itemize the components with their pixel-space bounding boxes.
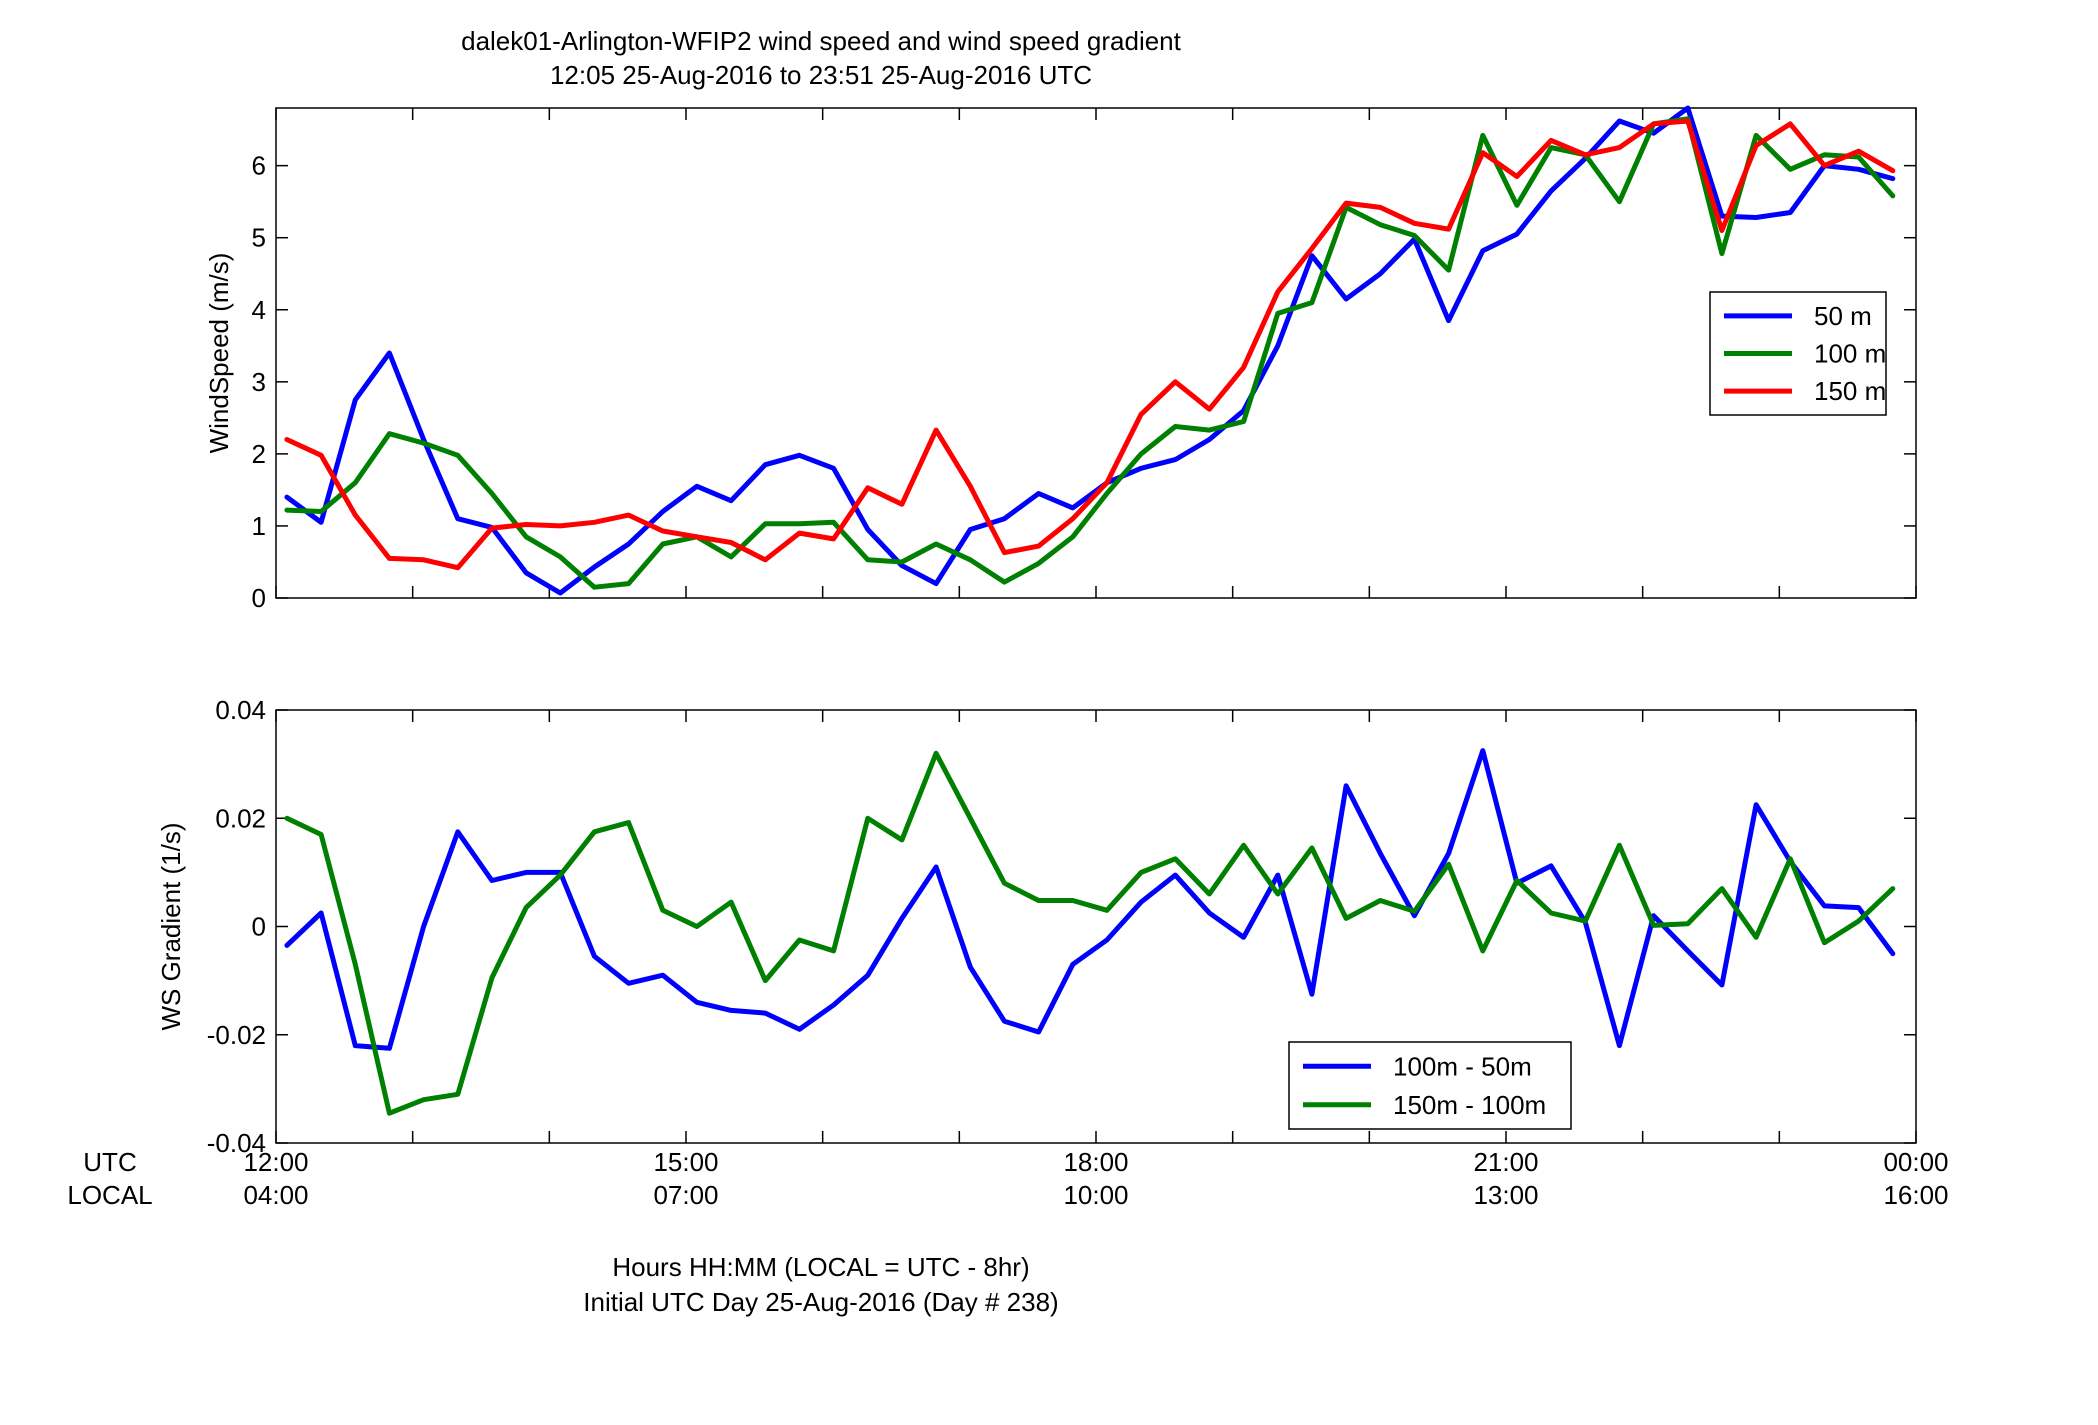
gradient-ylabel: WS Gradient (1/s)	[156, 822, 186, 1030]
windspeed-legend-label-0: 50 m	[1814, 301, 1872, 331]
utc-row-label: UTC	[83, 1147, 136, 1177]
local-tick-label: 04:00	[243, 1180, 308, 1210]
windspeed-ytick-label: 4	[252, 295, 266, 325]
local-row-label: LOCAL	[67, 1180, 152, 1210]
gradient-series-line-1	[284, 750, 1896, 1116]
gradient-ytick-label: 0.04	[215, 695, 266, 725]
windspeed-ytick-label: 3	[252, 367, 266, 397]
gradient-legend-label-0: 100m - 50m	[1393, 1051, 1532, 1081]
windspeed-series-line-2	[284, 118, 1896, 571]
windspeed-ytick-label: 1	[252, 511, 266, 541]
windspeed-ylabel: WindSpeed (m/s)	[204, 253, 234, 454]
gradient-ytick-label: 0	[252, 912, 266, 942]
windspeed-ytick-label: 0	[252, 583, 266, 613]
utc-tick-label: 21:00	[1473, 1147, 1538, 1177]
gradient-legend-box	[1288, 1041, 1572, 1130]
gradient-ytick-label: 0.02	[215, 803, 266, 833]
windspeed-legend-label-2: 150 m	[1814, 376, 1886, 406]
windspeed-series-line-1	[284, 116, 1896, 590]
utc-tick-label: 00:00	[1883, 1147, 1948, 1177]
utc-tick-label: 18:00	[1063, 1147, 1128, 1177]
gradient-panel: -0.04 -0.02 0 0.02 0.04 WS Gradient (1/s) 100m…	[156, 695, 1917, 1158]
windspeed-ytick-label: 2	[252, 439, 266, 469]
figure-title-line2: 12:05 25-Aug-2016 to 23:51 25-Aug-2016 U…	[550, 60, 1092, 90]
local-tick-label: 07:00	[653, 1180, 718, 1210]
utc-tick-label: 15:00	[653, 1147, 718, 1177]
windspeed-series-line-0	[284, 105, 1896, 596]
local-tick-label: 16:00	[1883, 1180, 1948, 1210]
utc-tick-label: 12:00	[243, 1147, 308, 1177]
gradient-legend-label-1: 150m - 100m	[1393, 1090, 1546, 1120]
footer-line2: Initial UTC Day 25-Aug-2016 (Day # 238)	[583, 1287, 1058, 1317]
gradient-series-line-0	[284, 748, 1896, 1051]
local-tick-label: 10:00	[1063, 1180, 1128, 1210]
windspeed-panel: 0 1 2 3 4 5 6 WindSpeed (m/s) 50 m 100 m 150 m	[204, 105, 1917, 613]
gradient-ytick-label: -0.04	[207, 1128, 266, 1158]
windspeed-ytick-label: 5	[252, 223, 266, 253]
footer-line1: Hours HH:MM (LOCAL = UTC - 8hr)	[612, 1252, 1029, 1282]
gradient-ytick-label: -0.02	[207, 1020, 266, 1050]
windspeed-ytick-label: 6	[252, 151, 266, 181]
local-tick-label: 13:00	[1473, 1180, 1538, 1210]
figure-title-line1: dalek01-Arlington-WFIP2 wind speed and w…	[461, 26, 1182, 56]
windspeed-legend-label-1: 100 m	[1814, 339, 1886, 369]
